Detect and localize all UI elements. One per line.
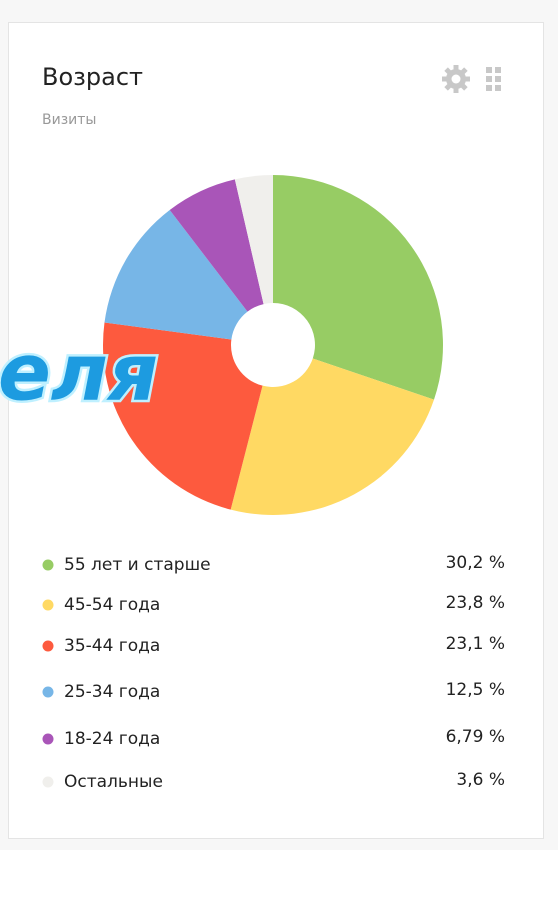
- pie-slice: [273, 175, 444, 400]
- value-label: 3,6 %: [456, 770, 505, 790]
- legend-swatch: [42, 776, 54, 788]
- legend-label: 18-24 года: [64, 729, 160, 749]
- value-label: 6,79 %: [446, 727, 505, 747]
- pie: [102, 175, 444, 515]
- legend-swatch: [42, 559, 54, 571]
- legend-swatch: [42, 686, 54, 698]
- chart-title: Возраст: [42, 63, 143, 91]
- legend-label: 35-44 года: [64, 636, 160, 656]
- pie-slice: [169, 179, 264, 312]
- legend-label: 25-34 года: [64, 682, 160, 702]
- drag-icon[interactable]: [486, 67, 501, 91]
- pie-slice: [102, 322, 263, 510]
- value-label: 23,8 %: [446, 593, 505, 613]
- chart-subtitle: Визиты: [42, 112, 96, 128]
- legend-label: 45-54 года: [64, 595, 160, 615]
- legend-swatch: [42, 733, 54, 745]
- value-label: 23,1 %: [446, 634, 505, 654]
- watermark: еля: [0, 328, 158, 418]
- value-label: 30,2 %: [446, 553, 505, 573]
- next-card: [0, 850, 558, 905]
- pie-slice: [230, 358, 434, 515]
- value-label: 12,5 %: [446, 680, 505, 700]
- pie-slice: [234, 175, 273, 305]
- legend-swatch: [42, 599, 54, 611]
- settings-icon[interactable]: [442, 65, 470, 93]
- pie-slice: [104, 209, 248, 340]
- legend-label: 55 лет и старше: [64, 555, 211, 575]
- legend-swatch: [42, 640, 54, 652]
- legend-label: Остальные: [64, 772, 163, 792]
- legend: 55 лет и старше 30,2 % 45-54 года 23,8 % 35-…: [42, 553, 505, 792]
- gear-hole[interactable]: [451, 74, 461, 84]
